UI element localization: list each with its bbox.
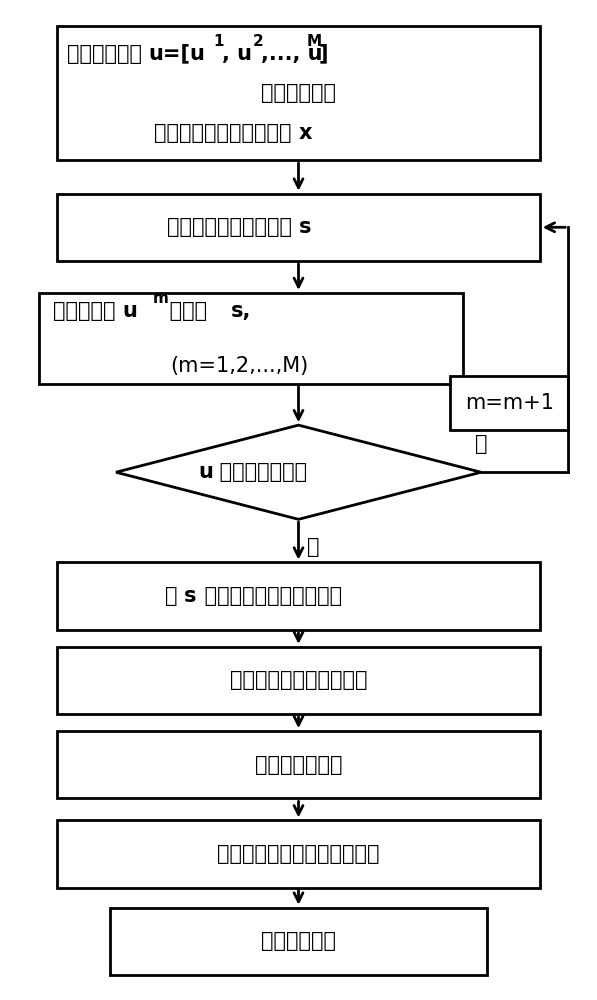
Text: s,: s, bbox=[231, 301, 251, 321]
Text: 频率波数域加权: 频率波数域加权 bbox=[255, 755, 342, 775]
Text: m: m bbox=[153, 291, 169, 306]
Text: 是: 是 bbox=[307, 537, 319, 557]
Text: u: u bbox=[122, 301, 137, 321]
Text: 建立采样矩阵: 建立采样矩阵 bbox=[67, 44, 149, 64]
Text: 扩展至: 扩展至 bbox=[163, 301, 214, 321]
Text: u: u bbox=[198, 462, 213, 482]
Text: 2: 2 bbox=[253, 34, 263, 49]
Text: 去除干扰信号: 去除干扰信号 bbox=[261, 83, 336, 103]
Text: m=m+1: m=m+1 bbox=[464, 393, 554, 413]
Text: ]: ] bbox=[319, 44, 328, 64]
Text: 初始化高维度数据矩阵: 初始化高维度数据矩阵 bbox=[167, 217, 298, 237]
Text: ,..., u: ,..., u bbox=[261, 44, 322, 64]
Text: 对: 对 bbox=[165, 586, 184, 606]
Text: s: s bbox=[298, 217, 311, 237]
Text: 建立发射阵元坐标向量表: 建立发射阵元坐标向量表 bbox=[155, 123, 298, 143]
Text: 否: 否 bbox=[475, 434, 488, 454]
Bar bbox=[57, 562, 540, 630]
Text: x: x bbox=[298, 123, 312, 143]
Text: 中数据扩展完毕: 中数据扩展完毕 bbox=[213, 462, 307, 482]
Text: 加权后高维快速逆傅立叶变换: 加权后高维快速逆傅立叶变换 bbox=[217, 844, 380, 864]
Bar bbox=[57, 731, 540, 798]
Bar bbox=[57, 26, 540, 160]
Text: s: s bbox=[184, 586, 196, 606]
Text: M: M bbox=[306, 34, 321, 49]
Text: 1: 1 bbox=[213, 34, 224, 49]
Text: , u: , u bbox=[222, 44, 252, 64]
Bar bbox=[110, 908, 487, 975]
Text: 执行高维快速傅立叶变换: 执行高维快速傅立叶变换 bbox=[198, 586, 343, 606]
Bar bbox=[57, 647, 540, 714]
Text: (m=1,2,...,M): (m=1,2,...,M) bbox=[171, 356, 309, 376]
Text: u=[u: u=[u bbox=[149, 44, 205, 64]
Text: 将采样数据: 将采样数据 bbox=[53, 301, 122, 321]
Bar bbox=[57, 820, 540, 888]
Text: 高自由度频率波数域插值: 高自由度频率波数域插值 bbox=[230, 670, 367, 690]
Text: 目标空间抽取: 目标空间抽取 bbox=[261, 931, 336, 951]
Bar bbox=[450, 376, 568, 430]
Bar bbox=[39, 293, 463, 384]
Polygon shape bbox=[116, 425, 481, 519]
Bar bbox=[57, 194, 540, 261]
